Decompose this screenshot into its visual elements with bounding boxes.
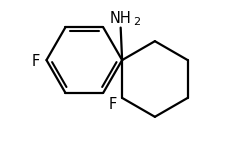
Text: F: F xyxy=(108,97,116,112)
Text: F: F xyxy=(32,54,40,69)
Text: NH: NH xyxy=(109,11,131,25)
Text: 2: 2 xyxy=(133,17,140,27)
